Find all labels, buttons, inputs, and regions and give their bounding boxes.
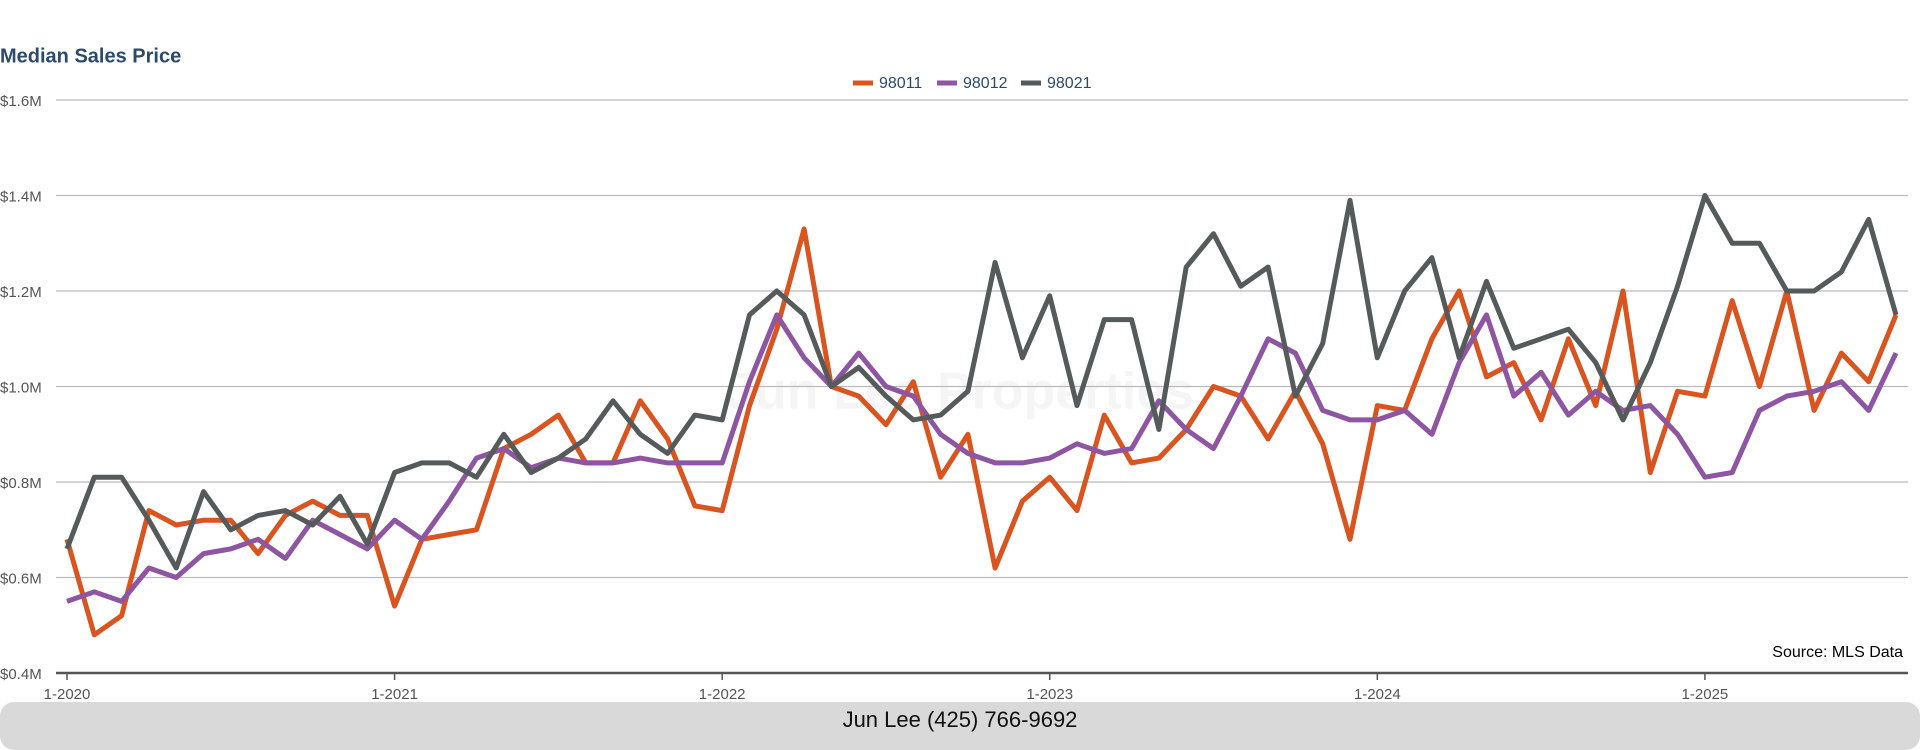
legend-label: 98021 (1047, 75, 1092, 92)
x-tick-label: 1-2022 (699, 686, 746, 703)
legend-label: 98012 (963, 75, 1008, 92)
x-tick-label: 1-2025 (1682, 686, 1729, 703)
x-tick-label: 1-2023 (1026, 686, 1073, 703)
legend-label: 98011 (879, 75, 922, 92)
footer-bar (0, 702, 1920, 750)
series-line (66, 312, 1899, 604)
chart-title: Median Sales Price (0, 45, 181, 67)
y-tick-label: $1.0M (0, 379, 42, 396)
source-note: Source: MLS Data (1772, 644, 1903, 661)
y-tick-label: $0.6M (0, 570, 42, 587)
watermark: Jun Lee Properties (726, 363, 1194, 421)
x-tick-label: 1-2021 (371, 686, 418, 703)
x-tick-label: 1-2020 (44, 686, 91, 703)
y-tick-label: $1.4M (0, 188, 42, 205)
footer-contact: Jun Lee (425) 766-9692 (843, 707, 1078, 732)
x-tick-label: 1-2024 (1354, 686, 1401, 703)
series-line (64, 193, 1899, 571)
y-tick-label: $1.6M (0, 93, 42, 110)
y-tick-label: $0.4M (0, 666, 42, 683)
series-line (64, 226, 1899, 638)
y-tick-label: $0.8M (0, 475, 42, 492)
y-tick-label: $1.2M (0, 284, 42, 301)
